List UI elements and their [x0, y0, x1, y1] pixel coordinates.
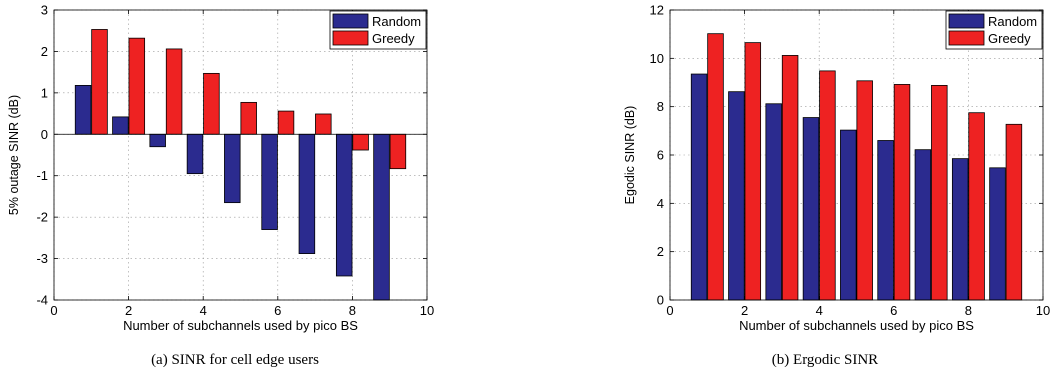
chartb-x-tick-label: 6: [890, 303, 897, 318]
chartb-y-tick-label: 2: [657, 244, 664, 259]
charta-bar-greedy-2: [128, 37, 146, 135]
charta-bar-greedy-1: [91, 29, 108, 135]
charta-x-tick-label: 0: [50, 303, 57, 318]
charta-x-tick-label: 6: [274, 303, 281, 318]
chartb-x-tick-label: 8: [965, 303, 972, 318]
charta-bar-greedy-3: [165, 48, 183, 135]
chartb-legend: Random Greedy: [945, 10, 1043, 50]
chartb-bar-greedy-3: [781, 55, 799, 301]
charta-y-tick-label: -1: [36, 168, 48, 183]
chartb-x-tick-label: 4: [816, 303, 823, 318]
charta-bar-greedy-6: [277, 110, 295, 135]
charta-x-tick-label: 8: [349, 303, 356, 318]
chartb-y-tick-label: 12: [650, 3, 664, 18]
charta-y-axis-label: 5% outage SINR (dB): [7, 95, 21, 215]
charta-bar-greedy-5: [240, 101, 257, 135]
chartb-legend-swatch-random: [948, 13, 985, 29]
chartb-group: 0 2 4 6 8 10 0 2 4 6 8 10 12 Number of subchannels us…: [623, 3, 1050, 334]
charta-bar-greedy-7: [315, 113, 332, 135]
charta-bar-random-9: [373, 133, 390, 301]
charta-bar-random-6: [261, 133, 278, 230]
chartb-bar-random-3: [765, 103, 782, 301]
charta-x-axis-label: Number of subchannels used by pico BS: [123, 318, 358, 333]
chartb-bar-random-9: [989, 167, 1006, 301]
chartb-x-axis-label: Number of subchannels used by pico BS: [739, 318, 974, 333]
charta-bar-random-5: [224, 133, 241, 204]
charta-x-tick-label: 10: [420, 303, 434, 318]
charta-y-tick-label: -4: [36, 293, 48, 308]
charta-y-tick-label: 0: [41, 127, 48, 142]
chartb-bar-greedy-5: [856, 80, 873, 301]
chartb-y-tick-label: 0: [657, 293, 664, 308]
charta-legend-label-random: Random: [372, 14, 421, 29]
charta-group: 0 2 4 6 8 10 -4 -3 -2 -1 0 1 2 3 Number of subchannels…: [7, 3, 434, 334]
caption-b: (b) Ergodic SINR: [771, 352, 879, 368]
chartb-bar-greedy-2: [744, 42, 762, 301]
charta-x-tick-label: 2: [125, 303, 132, 318]
charta-bar-random-8: [335, 133, 353, 277]
chartb-x-tick-label: 2: [741, 303, 748, 318]
chartb-bar-greedy-9: [1005, 123, 1023, 301]
chartb-bar-greedy-8: [968, 112, 985, 301]
charta-x-tick-label: 4: [200, 303, 207, 318]
charta-bar-random-7: [298, 133, 316, 255]
charta-legend-swatch-random: [332, 13, 369, 29]
chartb-bar-random-7: [914, 149, 932, 301]
chartb-legend-label-greedy: Greedy: [988, 31, 1031, 46]
chartb-bar-random-6: [877, 140, 894, 301]
charta-legend-swatch-greedy: [332, 30, 369, 46]
charta-bar-greedy-4: [203, 72, 220, 135]
chartb-legend-label-random: Random: [988, 14, 1037, 29]
chartb-y-tick-label: 8: [657, 99, 664, 114]
charta-bar-random-3: [149, 133, 166, 148]
charta-frame: [53, 9, 428, 301]
chartb-legend-swatch-greedy: [948, 30, 985, 46]
chartb-x-tick-label: 10: [1036, 303, 1050, 318]
chartb-bar-greedy-1: [707, 33, 724, 301]
charta-bar-random-4: [186, 133, 204, 175]
charta-bar-random-2: [112, 116, 129, 135]
charta-y-tick-label: -2: [36, 210, 48, 225]
chartb-bar-random-1: [690, 73, 708, 301]
charta-y-tick-label: 2: [41, 44, 48, 59]
chartb-bar-random-5: [840, 129, 857, 301]
caption-a: (a) SINR for cell edge users: [151, 352, 319, 368]
charta-bar-greedy-8: [352, 133, 369, 151]
chartb-bar-random-8: [951, 158, 969, 301]
charta-y-tick-label: 1: [41, 85, 48, 100]
chartb-y-tick-label: 6: [657, 148, 664, 163]
chartb-bar-greedy-4: [819, 70, 836, 301]
chartb-x-tick-label: 0: [666, 303, 673, 318]
charta-bar-greedy-9: [389, 133, 407, 170]
chartb-bar-random-4: [802, 117, 820, 301]
charta-legend-label-greedy: Greedy: [372, 31, 415, 46]
chartb-y-axis-label: Egodic SINR (dB): [623, 106, 637, 205]
charta-y-tick-label: -3: [36, 251, 48, 266]
charta-y-tick-label: 3: [41, 3, 48, 18]
chartb-y-tick-label: 4: [657, 196, 664, 211]
charta-bar-random-1: [74, 85, 92, 135]
chartb-bar-greedy-7: [931, 85, 948, 301]
charta-legend: Random Greedy: [329, 10, 427, 50]
chartb-bar-greedy-6: [893, 84, 911, 301]
chartb-bar-random-2: [728, 91, 745, 301]
chartb-y-tick-label: 10: [650, 51, 664, 66]
